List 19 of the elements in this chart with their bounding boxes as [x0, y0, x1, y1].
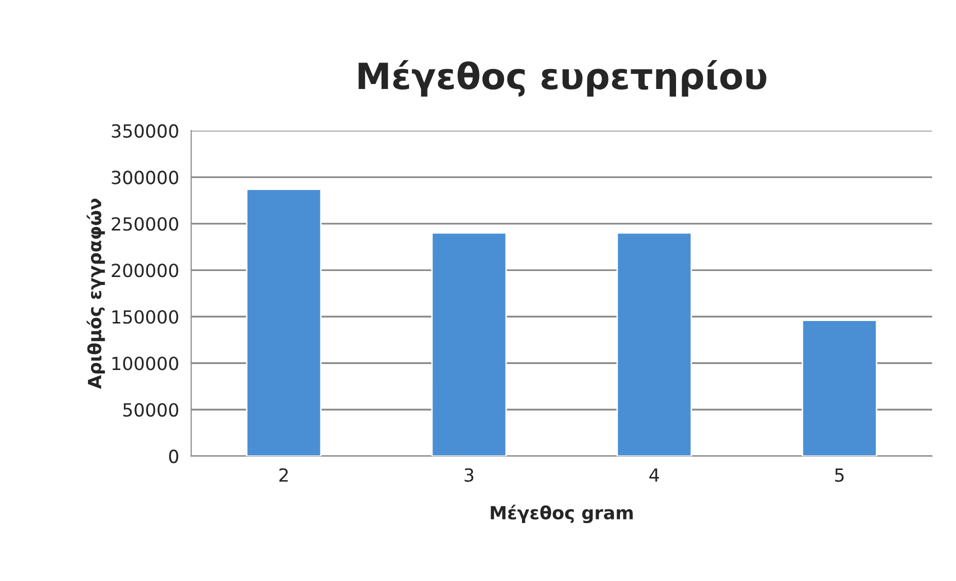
bar — [616, 232, 692, 456]
x-tick-label: 5 — [835, 468, 844, 482]
y-tick-label: 200000 — [112, 264, 178, 278]
bar — [802, 320, 878, 456]
x-axis-title: Μέγεθος gram — [490, 504, 633, 524]
bar — [431, 232, 507, 456]
x-tick-label: 3 — [464, 468, 474, 482]
y-tick-label: 100000 — [112, 356, 178, 370]
y-tick-label: 250000 — [112, 217, 178, 231]
y-tick-label: 300000 — [112, 170, 178, 184]
y-axis-title: Αριθμός εγγραφών — [86, 198, 105, 389]
chart-title: Μέγεθος ευρετηρίου — [358, 60, 766, 97]
y-tick-label: 0 — [169, 450, 178, 464]
y-tick-label: 50000 — [123, 403, 178, 417]
y-tick-label: 150000 — [112, 310, 178, 324]
bar — [246, 188, 322, 456]
y-tick-label: 350000 — [112, 124, 178, 138]
x-tick-label: 2 — [279, 468, 288, 482]
x-tick-label: 4 — [649, 468, 659, 482]
